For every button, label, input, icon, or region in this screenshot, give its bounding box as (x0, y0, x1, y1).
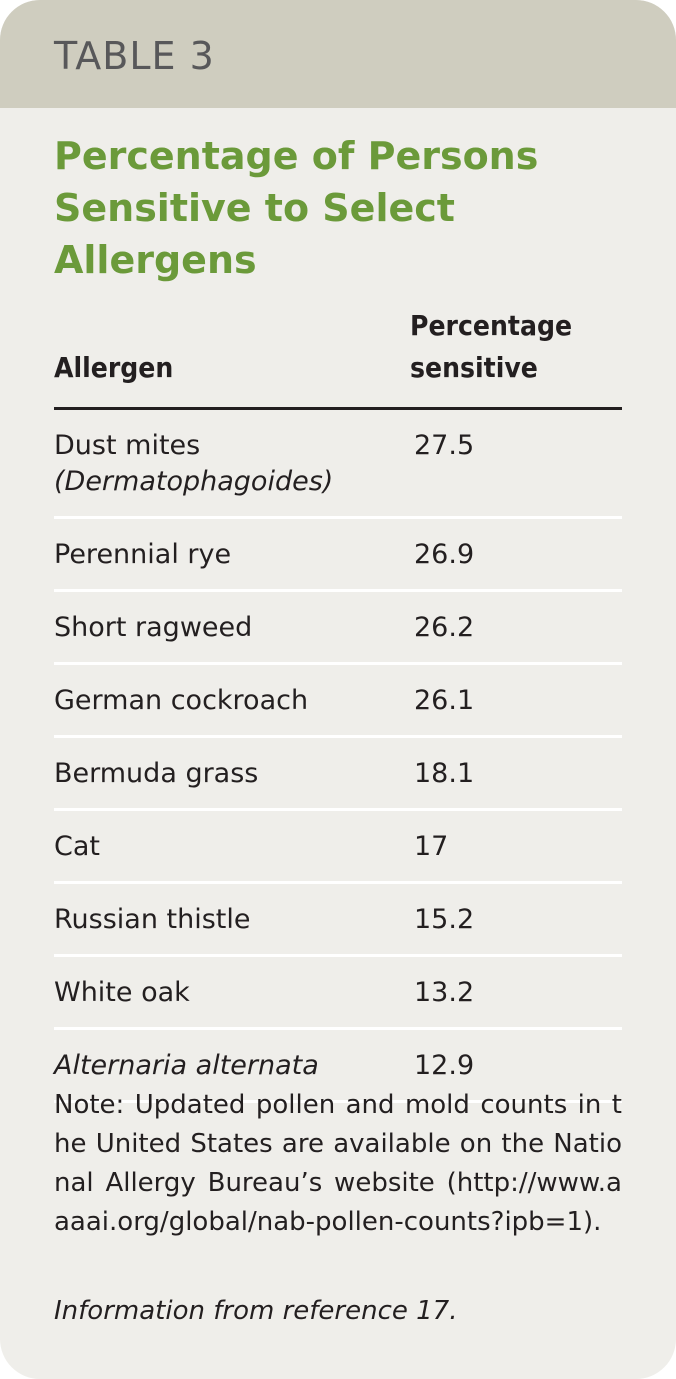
table-row: Dust mites (Dermatophagoides) 27.5 (54, 408, 622, 519)
allergen-name: Short ragweed (54, 612, 253, 643)
table-row: White oak 13.2 (54, 955, 622, 1030)
table-row: Alternaria alternata 12.9 (54, 1028, 622, 1103)
allergen-detail: (Dermatophagoides) (54, 466, 334, 497)
percentage-cell: 26.9 (410, 517, 622, 592)
source: Information from reference 17. (54, 1296, 458, 1326)
percentage-cell: 27.5 (410, 408, 622, 519)
column-header: Percentage sensitive (410, 305, 622, 410)
percentage-cell: 26.2 (410, 590, 622, 665)
allergen-name: Bermuda grass (54, 758, 259, 789)
note-text: Updated pollen and mold counts in the Un… (54, 1090, 622, 1237)
table-row: German cockroach 26.1 (54, 663, 622, 738)
percentage-cell: 12.9 (410, 1028, 622, 1103)
percentage-cell: 18.1 (410, 736, 622, 811)
percentage-cell: 15.2 (410, 882, 622, 957)
table-label: TABLE 3 (54, 34, 215, 78)
percentage-cell: 13.2 (410, 955, 622, 1030)
data-table: Allergen Percentage sensitive Dust mites… (54, 305, 622, 1103)
table-body: Dust mites (Dermatophagoides) 27.5 Perennia… (54, 408, 622, 1103)
allergen-cell: Short ragweed (54, 590, 410, 665)
allergen-cell: Bermuda grass (54, 736, 410, 811)
allergen-cell: Perennial rye (54, 517, 410, 592)
table-title: Percentage of Persons Sensitive to Selec… (54, 134, 539, 282)
allergen-name: Alternaria alternata (54, 1050, 319, 1081)
allergen-name: Russian thistle (54, 904, 251, 935)
allergen-name: Perennial rye (54, 539, 232, 570)
table-row: Bermuda grass 18.1 (54, 736, 622, 811)
allergen-cell: Dust mites (Dermatophagoides) (54, 408, 410, 519)
table-row: Cat 17 (54, 809, 622, 884)
header-band: TABLE 3 (0, 0, 676, 108)
allergen-cell: Cat (54, 809, 410, 884)
allergen-name: Dust mites (54, 430, 201, 461)
table-row: Perennial rye 26.9 (54, 517, 622, 592)
table-row: Short ragweed 26.2 (54, 590, 622, 665)
percentage-cell: 26.1 (410, 663, 622, 738)
header-row: Allergen Percentage sensitive (54, 305, 622, 410)
table-row: Russian thistle 15.2 (54, 882, 622, 957)
allergen-name: White oak (54, 977, 190, 1008)
allergen-name: Cat (54, 831, 100, 862)
note-label: Note: (54, 1090, 125, 1120)
allergen-name: German cockroach (54, 685, 309, 716)
percentage-cell: 17 (410, 809, 622, 884)
allergen-cell: Russian thistle (54, 882, 410, 957)
allergen-cell: Alternaria alternata (54, 1028, 410, 1103)
allergen-cell: German cockroach (54, 663, 410, 738)
allergen-cell: White oak (54, 955, 410, 1030)
column-header: Allergen (54, 305, 410, 410)
note: Note: Updated pollen and mold counts in … (54, 1086, 622, 1242)
